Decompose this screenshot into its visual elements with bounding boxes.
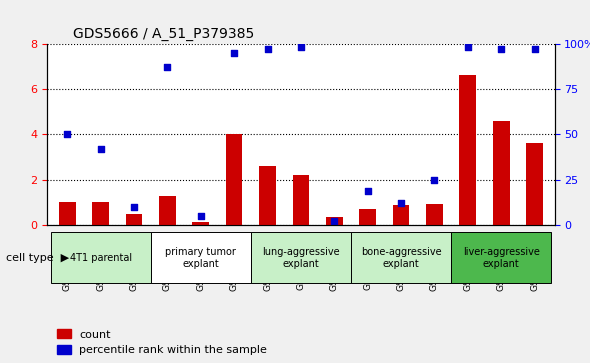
Point xyxy=(496,46,506,52)
FancyBboxPatch shape xyxy=(451,232,551,283)
Point xyxy=(129,204,139,210)
Bar xyxy=(426,204,442,225)
Text: bone-aggressive
explant: bone-aggressive explant xyxy=(360,247,441,269)
Point xyxy=(530,46,539,52)
Bar xyxy=(226,134,242,225)
Point xyxy=(296,44,306,50)
Bar xyxy=(192,222,209,225)
Text: lung-aggressive
explant: lung-aggressive explant xyxy=(262,247,340,269)
Point xyxy=(63,131,72,137)
Bar xyxy=(293,175,309,225)
Text: GDS5666 / A_51_P379385: GDS5666 / A_51_P379385 xyxy=(73,27,254,41)
Point xyxy=(363,188,372,193)
FancyBboxPatch shape xyxy=(150,232,251,283)
Bar xyxy=(326,217,343,225)
Point xyxy=(463,44,473,50)
Text: 4T1 parental: 4T1 parental xyxy=(70,253,132,263)
Text: liver-aggressive
explant: liver-aggressive explant xyxy=(463,247,540,269)
Bar xyxy=(59,203,76,225)
Bar xyxy=(92,203,109,225)
FancyBboxPatch shape xyxy=(51,232,150,283)
Point xyxy=(396,200,406,206)
Bar xyxy=(526,143,543,225)
Bar xyxy=(259,166,276,225)
Point xyxy=(330,219,339,224)
FancyBboxPatch shape xyxy=(351,232,451,283)
Bar xyxy=(359,209,376,225)
Point xyxy=(96,146,106,152)
Bar xyxy=(493,121,510,225)
Point xyxy=(196,213,205,219)
Point xyxy=(230,50,239,56)
FancyBboxPatch shape xyxy=(251,232,351,283)
Point xyxy=(430,177,439,183)
Bar xyxy=(393,205,409,225)
Bar xyxy=(159,196,176,225)
Point xyxy=(263,46,272,52)
Bar xyxy=(126,214,142,225)
Legend: count, percentile rank within the sample: count, percentile rank within the sample xyxy=(53,325,272,360)
Text: primary tumor
explant: primary tumor explant xyxy=(165,247,236,269)
Bar xyxy=(460,75,476,225)
Point xyxy=(163,64,172,70)
Text: cell type  ▶: cell type ▶ xyxy=(6,253,69,263)
